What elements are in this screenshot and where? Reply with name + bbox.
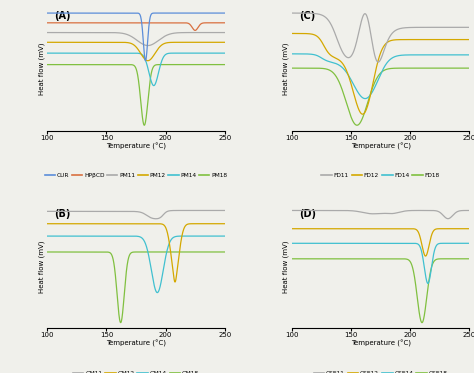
Text: (A): (A): [55, 11, 71, 21]
Y-axis label: Heat flow (mV): Heat flow (mV): [38, 240, 45, 293]
Text: (D): (D): [299, 209, 316, 219]
Text: (C): (C): [299, 11, 315, 21]
Y-axis label: Heat flow (mV): Heat flow (mV): [283, 43, 289, 95]
X-axis label: Temperature (°C): Temperature (°C): [106, 340, 166, 347]
X-axis label: Temperature (°C): Temperature (°C): [106, 142, 166, 150]
Legend: GM11, GM12, GM14, GM18: GM11, GM12, GM14, GM18: [71, 368, 201, 373]
Y-axis label: Heat flow (mV): Heat flow (mV): [283, 240, 289, 293]
X-axis label: Temperature (°C): Temperature (°C): [351, 142, 410, 150]
Text: (B): (B): [55, 209, 71, 219]
Legend: CSE11, CSE12, CSE14, CSE18: CSE11, CSE12, CSE14, CSE18: [311, 368, 450, 373]
X-axis label: Temperature (°C): Temperature (°C): [351, 340, 410, 347]
Legend: FD11, FD12, FD14, FD18: FD11, FD12, FD14, FD18: [319, 171, 442, 181]
Y-axis label: Heat flow (mV): Heat flow (mV): [38, 43, 45, 95]
Legend: CUR, HPβCD, PM11, PM12, PM14, PM18: CUR, HPβCD, PM11, PM12, PM14, PM18: [42, 171, 229, 181]
